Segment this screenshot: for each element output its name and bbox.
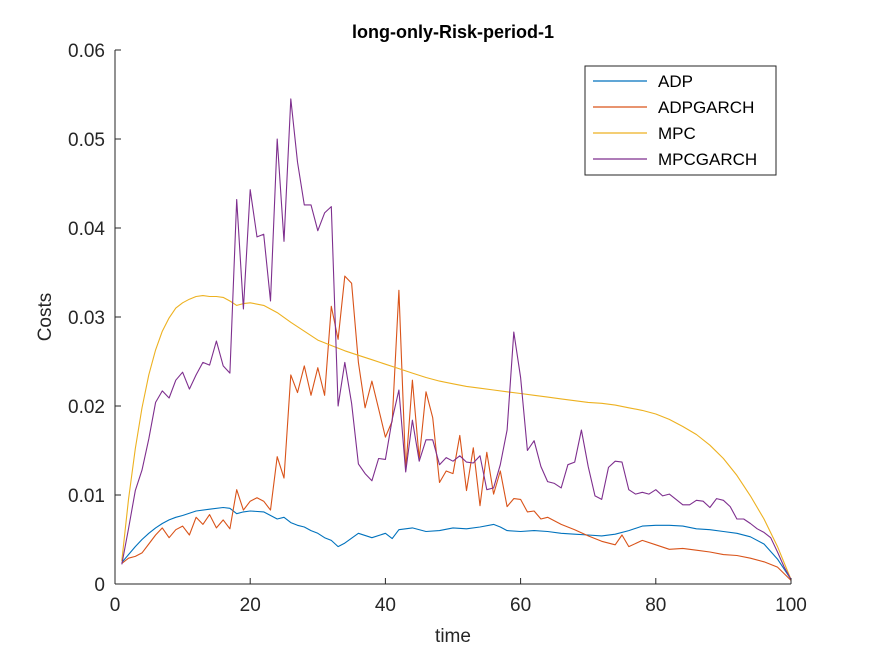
series-line-adpgarch: [121, 275, 792, 581]
legend-label-mpc: MPC: [658, 124, 696, 143]
x-tick-label: 60: [510, 595, 531, 616]
y-tick-label: 0: [94, 575, 105, 596]
x-tick-label: 40: [375, 595, 396, 616]
chart-title: long-only-Risk-period-1: [352, 22, 554, 42]
x-axis-label: time: [435, 626, 471, 647]
x-tick-label: 20: [240, 595, 261, 616]
y-tick-label: 0.05: [68, 130, 105, 151]
legend-box: [584, 65, 777, 176]
y-axis-label: Costs: [35, 293, 56, 342]
series-line-mpc: [121, 295, 792, 580]
legend-label-adpgarch: ADPGARCH: [658, 98, 754, 117]
series-line-mpcgarch: [121, 98, 792, 580]
y-tick-label: 0.04: [68, 219, 105, 240]
y-tick-label: 0.03: [68, 308, 105, 329]
x-tick-label: 80: [645, 595, 666, 616]
legend: ADP ADPGARCH MPC MPCGARCH: [584, 65, 777, 176]
legend-label-adp: ADP: [658, 72, 693, 91]
x-tick-label: 100: [775, 595, 807, 616]
y-tick-label: 0.06: [68, 41, 105, 62]
x-tick-label: 0: [110, 595, 121, 616]
legend-label-mpcgarch: MPCGARCH: [658, 150, 757, 169]
series-line-adp: [121, 506, 792, 580]
y-tick-label: 0.01: [68, 486, 105, 507]
y-tick-label: 0.02: [68, 397, 105, 418]
